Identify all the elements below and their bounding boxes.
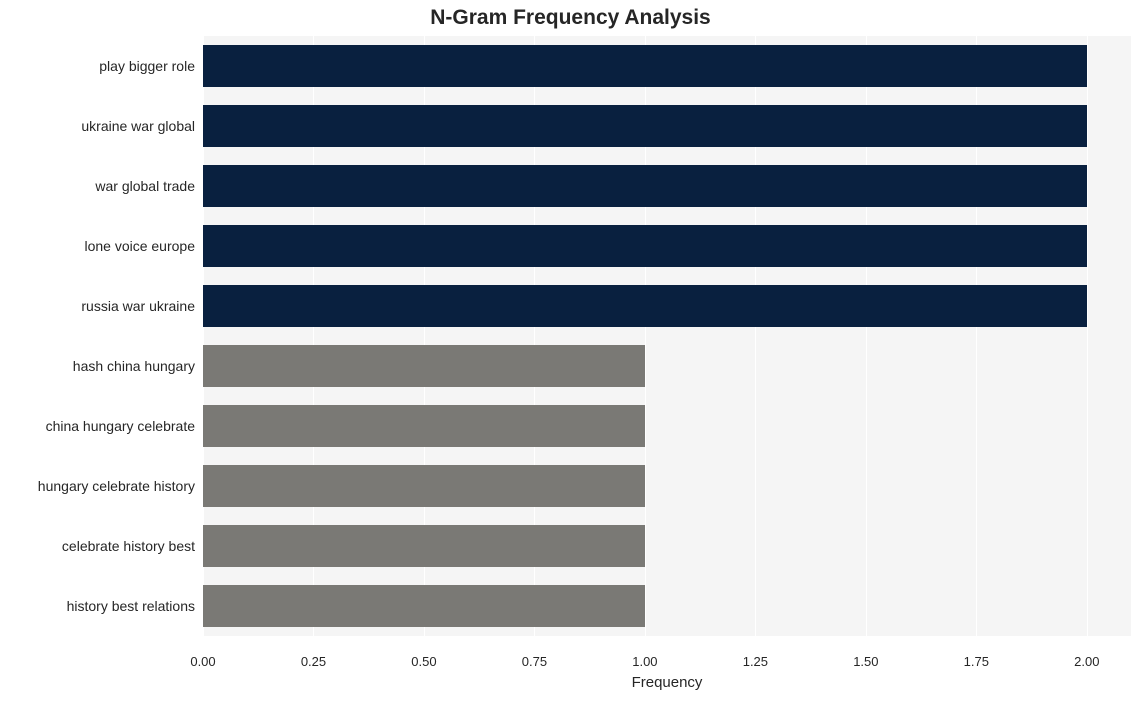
x-axis-title: Frequency (203, 674, 1131, 691)
x-tick-label: 1.75 (946, 654, 1006, 669)
x-tick-label: 0.50 (394, 654, 454, 669)
x-tick-label: 0.25 (283, 654, 343, 669)
x-tick-label: 2.00 (1057, 654, 1117, 669)
x-tick-label: 0.75 (504, 654, 564, 669)
chart-title: N-Gram Frequency Analysis (0, 6, 1141, 30)
ngram-frequency-chart: N-Gram Frequency Analysis Frequency play… (0, 0, 1141, 701)
y-tick-label: play bigger role (0, 59, 195, 73)
bar (203, 465, 645, 507)
bar (203, 225, 1087, 267)
x-tick-label: 1.25 (725, 654, 785, 669)
bar (203, 525, 645, 567)
x-tick-label: 1.50 (836, 654, 896, 669)
y-tick-label: russia war ukraine (0, 299, 195, 313)
y-tick-label: ukraine war global (0, 119, 195, 133)
y-tick-label: china hungary celebrate (0, 419, 195, 433)
y-tick-label: hungary celebrate history (0, 479, 195, 493)
bar (203, 405, 645, 447)
y-tick-label: lone voice europe (0, 239, 195, 253)
x-tick-label: 0.00 (173, 654, 233, 669)
y-tick-label: hash china hungary (0, 359, 195, 373)
bar (203, 345, 645, 387)
y-tick-label: war global trade (0, 179, 195, 193)
x-tick-label: 1.00 (615, 654, 675, 669)
bar (203, 165, 1087, 207)
bar (203, 105, 1087, 147)
y-tick-label: celebrate history best (0, 539, 195, 553)
bar (203, 585, 645, 627)
bar (203, 285, 1087, 327)
y-tick-label: history best relations (0, 599, 195, 613)
gridline (1087, 36, 1088, 636)
plot-area (203, 36, 1131, 636)
bar (203, 45, 1087, 87)
